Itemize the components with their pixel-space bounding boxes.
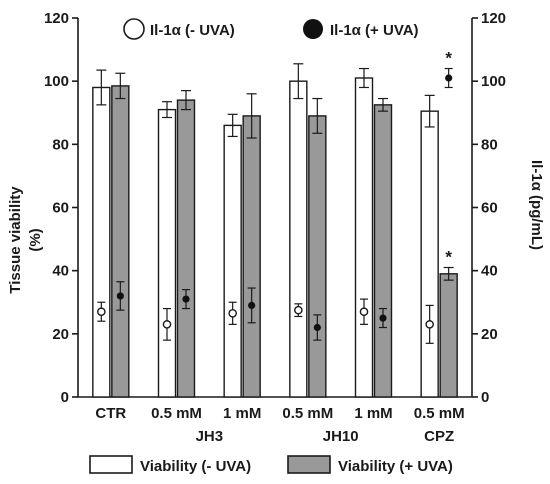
y-axis-label-line-2: (%) <box>27 228 44 251</box>
bar <box>111 85 130 398</box>
y-tick-label: 0 <box>61 389 69 406</box>
legend-item-viability-plus-uva: Viability (+ UVA) <box>287 455 453 475</box>
y2-tick-label: 80 <box>481 136 498 153</box>
category-label: CTR <box>95 405 126 422</box>
category-label: 0.5 mM <box>282 405 333 422</box>
y2-tick-label: 40 <box>481 263 498 280</box>
group-label: JH3 <box>196 428 224 445</box>
legend-filled-circle-marker <box>303 19 323 39</box>
category-label: 1 mM <box>223 405 261 422</box>
y-tick-label: 40 <box>52 263 69 280</box>
significance-asterisk: * <box>445 248 452 267</box>
data-point-filled <box>248 301 256 310</box>
data-point-filled <box>182 295 190 303</box>
legend-top: Il-1α (- UVA) Il-1α (+ UVA) <box>123 18 419 40</box>
bar <box>308 115 327 398</box>
right-axis: 0 20 40 60 80 100 120 <box>471 10 506 406</box>
legend-item-il1a-minus-uva: Il-1α (- UVA) <box>123 18 235 40</box>
point-series-il1a-plus-uva <box>116 67 453 341</box>
significance-asterisk: * <box>445 49 452 68</box>
legend-label-il1a-plus-uva: Il-1α (+ UVA) <box>330 22 419 39</box>
category-label: 0.5 mM <box>151 405 202 422</box>
group-label: JH10 <box>323 428 359 445</box>
data-point-open <box>162 320 172 329</box>
data-point-open <box>294 305 303 315</box>
bar <box>420 110 439 398</box>
y-tick-label: 120 <box>44 10 69 27</box>
legend-open-circle-marker <box>123 18 145 40</box>
y-tick-label: 60 <box>52 200 69 217</box>
legend-label-viability-plus-uva: Viability (+ UVA) <box>338 458 453 475</box>
data-point-filled <box>379 314 387 322</box>
data-point-open <box>425 320 434 329</box>
y-tick-label: 100 <box>44 73 69 90</box>
bar <box>439 273 458 398</box>
y2-tick-label: 120 <box>481 10 506 27</box>
legend-label-il1a-minus-uva: Il-1α (- UVA) <box>150 22 235 39</box>
y2-tick-label: 100 <box>481 73 506 90</box>
bar-series-plus-uva <box>111 72 458 398</box>
data-point-filled <box>445 74 453 82</box>
plot-area: ** <box>78 49 472 398</box>
point-series-il1a-minus-uva <box>97 298 434 344</box>
category-label: 1 mM <box>354 405 392 422</box>
left-axis: 0 20 40 60 80 100 120 <box>44 10 79 406</box>
y2-axis-label: Il-1α (pg/mL) <box>528 160 545 250</box>
bar <box>157 108 177 398</box>
y-tick-label: 80 <box>52 136 69 153</box>
y-axis-label-line-1: Tissue viability <box>7 186 24 294</box>
bar <box>242 115 261 398</box>
category-label: 0.5 mM <box>414 405 465 422</box>
bar <box>92 86 111 398</box>
group-label: CPZ <box>424 428 454 445</box>
data-point-open <box>97 307 106 317</box>
y2-tick-label: 0 <box>481 389 489 406</box>
bar-series-minus-uva <box>92 63 439 398</box>
legend-gray-bar-swatch <box>287 455 331 474</box>
data-point-filled <box>116 292 124 300</box>
legend-label-viability-minus-uva: Viability (- UVA) <box>140 458 251 475</box>
left-axis-title: Tissue viability (%) <box>7 186 44 294</box>
legend-item-il1a-plus-uva: Il-1α (+ UVA) <box>303 19 419 39</box>
legend-bottom: Viability (- UVA) Viability (+ UVA) <box>89 455 453 475</box>
data-point-open <box>228 309 237 318</box>
category-labels: CTR 0.5 mM 1 mM 0.5 mM 1 mM 0.5 mM JH3 JH10 CPZ <box>95 405 464 445</box>
bar <box>289 80 308 398</box>
bar <box>354 77 374 398</box>
y2-tick-label: 60 <box>481 200 498 217</box>
bar <box>223 124 242 398</box>
bar <box>176 99 196 398</box>
y-tick-label: 20 <box>52 326 69 343</box>
y2-tick-label: 20 <box>481 326 498 343</box>
data-point-filled <box>313 323 321 332</box>
legend-white-bar-swatch <box>89 455 133 474</box>
bar <box>373 104 393 398</box>
legend-item-viability-minus-uva: Viability (- UVA) <box>89 455 251 475</box>
data-point-open <box>359 307 369 317</box>
